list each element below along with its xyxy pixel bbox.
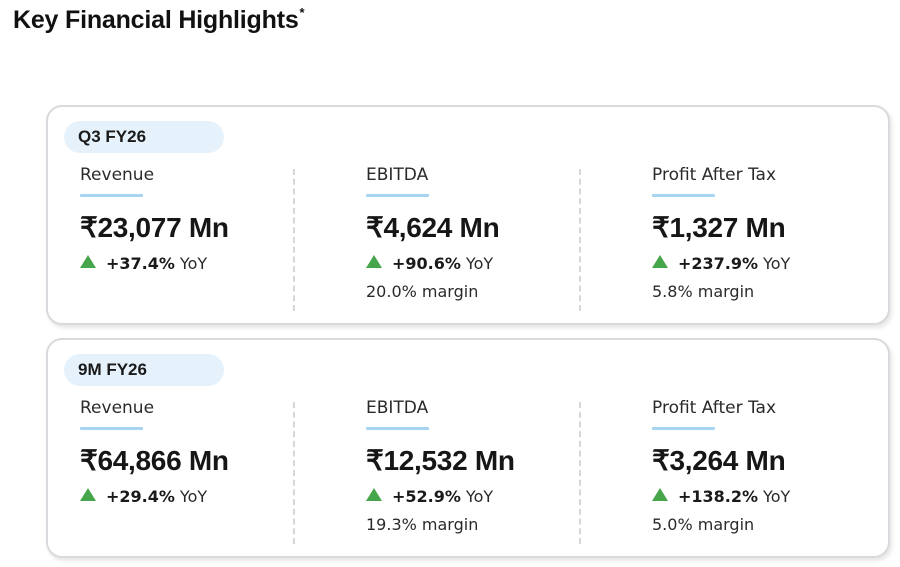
up-arrow-icon xyxy=(366,254,382,268)
column-divider xyxy=(579,169,581,311)
label-underline xyxy=(80,194,143,197)
page-title: Key Financial Highlights* xyxy=(13,4,305,35)
growth-value: +138.2% xyxy=(678,486,759,506)
up-arrow-icon xyxy=(652,487,668,501)
growth-row: +237.9% YoY xyxy=(652,252,900,274)
metric-label: EBITDA xyxy=(366,165,429,185)
growth-value: +37.4% xyxy=(106,253,175,273)
metric-value: ₹12,532 Mn xyxy=(366,445,515,476)
growth-suffix: YoY xyxy=(465,253,494,273)
metric-revenue: Revenue ₹64,866 Mn +29.4% YoY xyxy=(80,398,340,548)
label-underline xyxy=(80,427,143,430)
metric-label: EBITDA xyxy=(366,398,429,418)
growth-suffix: YoY xyxy=(465,486,494,506)
metric-value: ₹1,327 Mn xyxy=(652,212,786,243)
growth-row: +138.2% YoY xyxy=(652,485,900,507)
footnote-marker: * xyxy=(299,4,305,20)
growth-suffix: YoY xyxy=(763,253,791,273)
metric-value: ₹23,077 Mn xyxy=(80,212,229,243)
growth-row: +29.4% YoY xyxy=(80,485,340,507)
metric-margin: 5.0% margin xyxy=(652,515,755,534)
highlights-card-9m: 9M FY26 Revenue ₹64,866 Mn +29.4% YoY EB… xyxy=(46,338,890,558)
column-divider xyxy=(293,169,295,311)
column-divider xyxy=(293,402,295,544)
growth-row: +90.6% YoY xyxy=(366,252,626,274)
up-arrow-icon xyxy=(652,254,668,268)
label-underline xyxy=(366,427,429,430)
label-underline xyxy=(366,194,429,197)
growth-value: +29.4% xyxy=(106,486,175,506)
metric-label: Revenue xyxy=(80,165,155,185)
metric-value: ₹3,264 Mn xyxy=(652,445,786,476)
metric-label: Profit After Tax xyxy=(652,165,777,185)
metric-margin: 19.3% margin xyxy=(366,515,479,534)
up-arrow-icon xyxy=(366,487,382,501)
period-pill: 9M FY26 xyxy=(64,354,224,386)
growth-suffix: YoY xyxy=(763,486,791,506)
up-arrow-icon xyxy=(80,254,96,268)
metric-label: Revenue xyxy=(80,398,155,418)
metric-label: Profit After Tax xyxy=(652,398,777,418)
metric-value: ₹4,624 Mn xyxy=(366,212,500,243)
growth-row: +52.9% YoY xyxy=(366,485,626,507)
growth-value: +237.9% xyxy=(678,253,759,273)
metric-pat: Profit After Tax ₹1,327 Mn +237.9% YoY 5… xyxy=(652,165,900,315)
up-arrow-icon xyxy=(80,487,96,501)
growth-value: +90.6% xyxy=(392,253,461,273)
growth-suffix: YoY xyxy=(179,253,208,273)
growth-row: +37.4% YoY xyxy=(80,252,340,274)
metric-margin: 20.0% margin xyxy=(366,282,479,301)
page-title-text: Key Financial Highlights xyxy=(13,6,299,34)
period-pill: Q3 FY26 xyxy=(64,121,224,153)
metric-ebitda: EBITDA ₹4,624 Mn +90.6% YoY 20.0% margin xyxy=(366,165,626,315)
label-underline xyxy=(652,427,715,430)
label-underline xyxy=(652,194,715,197)
growth-suffix: YoY xyxy=(179,486,208,506)
growth-value: +52.9% xyxy=(392,486,461,506)
metric-revenue: Revenue ₹23,077 Mn +37.4% YoY xyxy=(80,165,340,315)
metric-ebitda: EBITDA ₹12,532 Mn +52.9% YoY 19.3% margi… xyxy=(366,398,626,548)
metric-pat: Profit After Tax ₹3,264 Mn +138.2% YoY 5… xyxy=(652,398,900,548)
metric-value: ₹64,866 Mn xyxy=(80,445,229,476)
highlights-card-q3: Q3 FY26 Revenue ₹23,077 Mn +37.4% YoY EB… xyxy=(46,105,890,325)
metric-margin: 5.8% margin xyxy=(652,282,755,301)
column-divider xyxy=(579,402,581,544)
